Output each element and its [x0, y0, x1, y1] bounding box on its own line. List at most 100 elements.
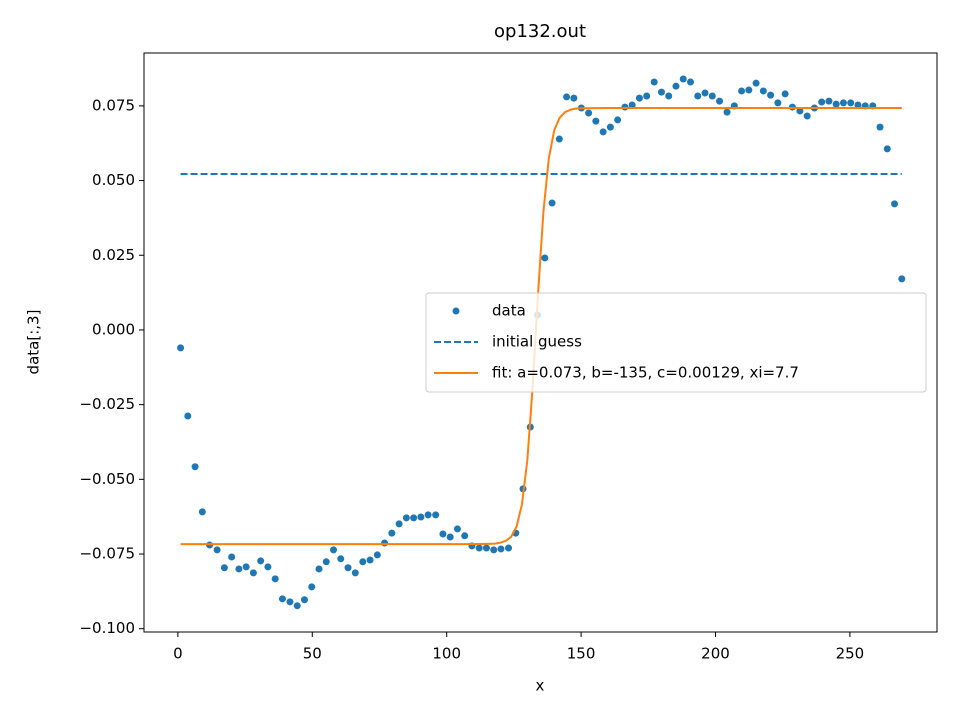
data-point [541, 254, 549, 262]
data-point [213, 546, 221, 554]
data-point [373, 551, 381, 559]
data-point [606, 123, 614, 131]
x-tick-label: 200 [701, 645, 730, 663]
data-point [315, 565, 323, 573]
data-point [599, 128, 607, 136]
data-point [614, 116, 622, 124]
data-point [402, 514, 410, 522]
data-point [490, 546, 498, 554]
data-point [818, 98, 826, 106]
data-point [738, 87, 746, 95]
data-point [286, 598, 294, 606]
data-point [271, 575, 279, 583]
data-point [322, 558, 330, 566]
data-point [839, 99, 847, 107]
plot-frame [143, 52, 938, 633]
data-point [220, 564, 228, 572]
x-tick-label: 0 [173, 645, 183, 663]
data-point [563, 93, 571, 101]
data-point [832, 100, 840, 108]
data-point [665, 92, 673, 100]
data-point [475, 544, 483, 552]
legend-label: data [492, 302, 526, 320]
data-point [635, 94, 643, 102]
data-point [759, 87, 767, 95]
y-tick-label: 0.025 [92, 246, 135, 264]
data-point [177, 344, 185, 352]
y-tick-label: 0.050 [92, 171, 135, 189]
data-point [497, 545, 505, 553]
data-point [453, 525, 461, 533]
y-tick-label: 0.075 [92, 96, 135, 114]
data-point [293, 602, 301, 610]
data-point [351, 569, 359, 577]
legend-label: initial guess [492, 333, 582, 351]
data-point [228, 553, 236, 561]
data-point [184, 412, 192, 420]
y-tick-label: −0.025 [79, 395, 135, 413]
data-point [745, 86, 753, 94]
data-point [679, 75, 687, 83]
data-point [344, 564, 352, 572]
data-point [555, 135, 563, 143]
data-point [767, 91, 775, 99]
data-point [461, 532, 469, 540]
x-tick-label: 50 [303, 645, 322, 663]
data-point [366, 556, 374, 564]
data-point [505, 544, 513, 552]
data-point [752, 79, 760, 87]
data-point [774, 99, 782, 107]
data-point [410, 514, 418, 522]
legend-marker [452, 307, 460, 315]
data-point [891, 200, 899, 208]
data-point [242, 563, 250, 571]
data-point [235, 565, 243, 573]
y-tick-label: −0.050 [79, 470, 135, 488]
data-point [257, 557, 265, 565]
data-point [417, 513, 425, 521]
data-point [482, 544, 490, 552]
data-point [249, 569, 257, 577]
data-point [191, 463, 199, 471]
data-point [650, 78, 658, 86]
y-tick-label: −0.100 [79, 619, 135, 637]
data-point [300, 596, 308, 604]
data-point [825, 97, 833, 105]
data-point [548, 199, 556, 207]
data-point [570, 94, 578, 102]
data-point [643, 92, 651, 100]
data-point [847, 99, 855, 107]
data-point [803, 112, 811, 120]
data-point [723, 108, 731, 116]
data-point [264, 563, 272, 571]
data-point [278, 595, 286, 603]
data-point [701, 89, 709, 97]
data-point [359, 558, 367, 566]
data-point [694, 92, 702, 100]
data-point [198, 508, 206, 516]
data-point [592, 117, 600, 125]
data-point [854, 101, 862, 109]
data-point [657, 88, 665, 96]
data-point [337, 555, 345, 563]
data-point [446, 533, 454, 541]
data-point [628, 101, 636, 109]
chart-title: op132.out [494, 21, 586, 42]
data-point [781, 90, 789, 98]
data-point [330, 546, 338, 554]
data-point [876, 123, 884, 131]
data-point [898, 275, 906, 283]
data-point [432, 511, 440, 519]
data-point [796, 107, 804, 115]
data-point [439, 530, 447, 538]
data-point [585, 109, 593, 117]
x-tick-label: 100 [432, 645, 461, 663]
x-tick-label: 250 [836, 645, 865, 663]
x-axis-label: x [536, 677, 545, 695]
data-point [381, 539, 389, 547]
data-point [672, 82, 680, 90]
data-point [883, 145, 891, 153]
y-tick-label: −0.075 [79, 545, 135, 563]
